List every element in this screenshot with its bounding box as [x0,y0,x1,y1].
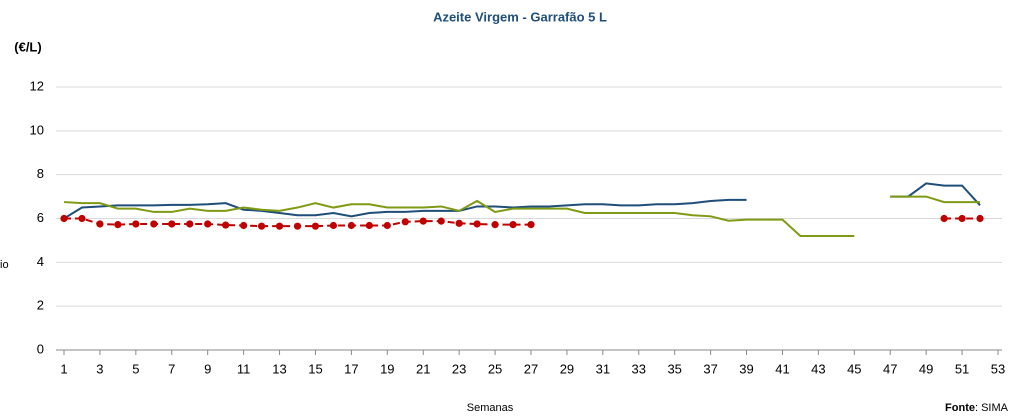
x-tick-label: 25 [488,361,502,376]
point [293,222,302,230]
x-tick-label: 45 [847,361,861,376]
point [275,222,284,230]
y-axis-label: io [0,259,9,271]
point [114,221,122,229]
series-line [63,195,981,238]
series-line [63,182,981,220]
x-tick-label: 17 [344,361,358,376]
point [168,220,176,228]
y-unit: (€/L) [14,39,41,54]
x-tick-label: 13 [272,361,286,376]
point [455,219,463,227]
x-tick-label: 3 [96,361,103,376]
source: Fonte: SIMA [945,402,1009,414]
y-tick-label: 8 [37,166,44,181]
point [60,214,68,223]
point [491,221,499,229]
point [311,222,320,230]
y-tick-label: 0 [37,341,44,356]
x-tick-label: 49 [919,361,933,376]
point [78,214,86,223]
point [509,221,517,229]
y-tick-label: 6 [37,210,44,225]
series-line [64,217,981,228]
y-tick-label: 2 [37,298,44,313]
x-tick-label: 47 [883,361,897,376]
point [365,221,373,230]
point [940,214,948,223]
point [419,217,427,225]
x-tick-label: 9 [204,361,211,376]
point [958,214,966,223]
point [240,221,248,230]
point [186,220,194,228]
x-tick-label: 51 [955,361,969,376]
x-tick-label: 23 [452,361,466,376]
point [96,220,104,228]
source-label: Fonte [945,402,975,414]
point [132,220,140,228]
source-text: : SIMA [975,402,1009,414]
point [401,218,409,226]
point [473,220,481,228]
point [329,221,338,230]
y-tick-label: 4 [37,254,44,269]
chart-title: Azeite Virgem - Garrafão 5 L [433,9,607,24]
x-tick-label: 31 [596,361,610,376]
point [527,221,535,229]
x-tick-label: 33 [632,361,646,376]
x-tick-label: 5 [132,361,139,376]
x-tick-label: 15 [308,361,322,376]
x-tick-label: 43 [811,361,825,376]
point [257,222,266,230]
point [347,221,355,230]
x-tick-label: 35 [667,361,681,376]
y-tick-label: 10 [30,122,44,137]
point [150,220,158,228]
x-tick-label: 29 [560,361,574,376]
point [437,217,445,225]
x-tick-label: 41 [775,361,789,376]
x-tick-label: 27 [524,361,538,376]
x-tick-label: 19 [380,361,394,376]
y-tick-label: 12 [30,78,44,93]
x-tick-label: 1 [60,361,67,376]
point [383,221,391,230]
x-tick-label: 37 [703,361,717,376]
x-tick-label: 11 [237,361,251,376]
x-tick-label: 39 [739,361,753,376]
x-tick-label: 21 [416,361,430,376]
x-axis-label: Semanas [467,402,514,414]
point [976,214,984,223]
x-tick-label: 7 [168,361,175,376]
x-tick-label: 53 [991,361,1005,376]
point [204,220,212,228]
point [222,221,230,229]
